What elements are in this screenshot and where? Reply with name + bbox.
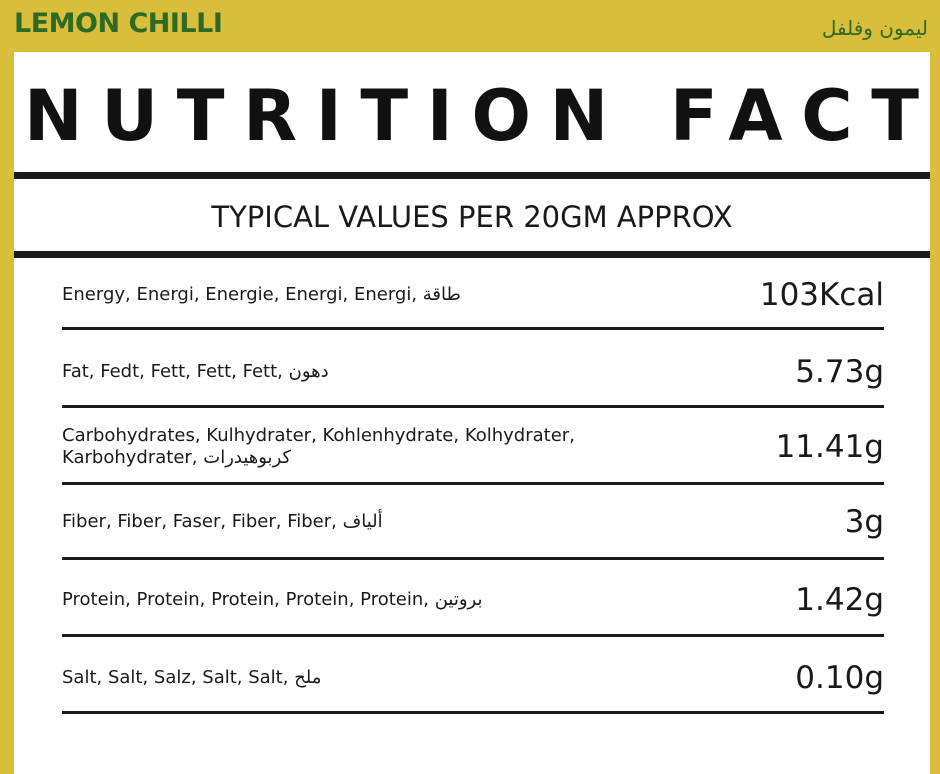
nutrient-row: Protein, Protein, Protein, Protein, Prot… (62, 576, 884, 624)
nutrient-label: Fat, Fedt, Fett, Fett, Fett, دهون (62, 361, 329, 382)
nutrient-label: Energy, Energi, Energie, Energi, Energi,… (62, 284, 461, 305)
nutrient-row: Energy, Energi, Energie, Energi, Energi,… (62, 271, 884, 319)
product-name: LEMON CHILLI (14, 8, 223, 39)
subtitle: TYPICAL VALUES PER 20GM APPROX (211, 200, 733, 234)
nutrient-value: 11.41g (775, 429, 884, 465)
nutrient-value: 103Kcal (759, 277, 884, 313)
nutrient-label: Salt, Salt, Salz, Salt, Salt, ملح (62, 667, 322, 688)
row-divider (62, 327, 884, 330)
nutrient-value: 5.73g (795, 354, 884, 390)
divider (14, 172, 930, 179)
nutrient-value: 3g (844, 504, 884, 540)
row-divider (62, 405, 884, 408)
nutrient-value: 0.10g (795, 660, 884, 696)
nutrient-row: Fat, Fedt, Fett, Fett, Fett, دهون 5.73g (62, 348, 884, 396)
row-divider (62, 482, 884, 485)
nutrient-row: Fiber, Fiber, Faser, Fiber, Fiber, ألياف… (62, 498, 884, 546)
product-name-arabic: ليمون وفلفل (821, 16, 928, 40)
nutrient-label: Carbohydrates, Kulhydrater, Kohlenhydrat… (62, 425, 575, 468)
title: NUTRITION FACT (24, 75, 919, 157)
row-divider (62, 557, 884, 560)
nutrient-label: Protein, Protein, Protein, Protein, Prot… (62, 589, 483, 610)
nutrition-panel: NUTRITION FACT TYPICAL VALUES PER 20GM A… (14, 52, 930, 774)
nutrient-label: Fiber, Fiber, Faser, Fiber, Fiber, ألياف (62, 511, 383, 532)
nutrient-row: Carbohydrates, Kulhydrater, Kohlenhydrat… (62, 423, 884, 471)
title-box: NUTRITION FACT (24, 75, 919, 157)
divider (14, 251, 930, 258)
nutrient-value: 1.42g (795, 582, 884, 618)
row-divider (62, 711, 884, 714)
row-divider (62, 634, 884, 637)
nutrient-row: Salt, Salt, Salz, Salt, Salt, ملح 0.10g (62, 654, 884, 702)
